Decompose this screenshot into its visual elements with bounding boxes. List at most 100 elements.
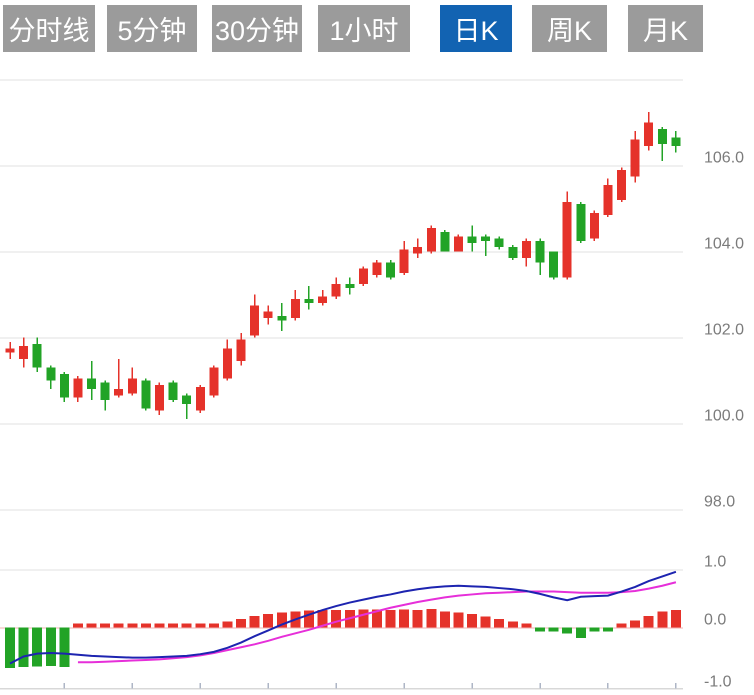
candle-down	[440, 232, 450, 252]
macd-bar-up	[657, 611, 668, 628]
candle-down	[508, 247, 518, 258]
candle-up	[290, 298, 300, 319]
candle-down	[467, 236, 477, 243]
macd-bar-up	[181, 623, 192, 628]
candle-down	[168, 382, 178, 400]
macd-bar-up	[521, 623, 532, 628]
macd-bar-down	[562, 627, 573, 634]
candle-up	[250, 305, 260, 336]
macd-bar-up	[494, 618, 505, 628]
macd-tick-label: 0.0	[704, 612, 726, 629]
candle-down	[535, 240, 545, 263]
candle-up	[19, 346, 29, 359]
candle-up	[222, 348, 232, 379]
macd-bar-up	[630, 620, 641, 628]
candle-down	[481, 236, 491, 241]
price-tick-label: 106.0	[704, 150, 744, 167]
macd-bar-up	[222, 621, 233, 628]
macd-bar-up	[249, 615, 260, 628]
macd-bar-up	[331, 610, 342, 628]
macd-bar-up	[276, 612, 287, 628]
price-axis-labels: 106.0 104.0 102.0 100.0 98.0 1.0 0.0 -1.0	[704, 150, 744, 691]
candle-down	[386, 262, 396, 278]
candle-up	[589, 212, 599, 239]
macd-bar-up	[643, 615, 654, 628]
candle-up	[603, 184, 613, 215]
tab-30min[interactable]: 30分钟	[212, 5, 302, 52]
macd-tick-label: 1.0	[704, 554, 726, 571]
candle-down	[304, 298, 314, 304]
candle-up	[318, 296, 328, 304]
macd-bar-up	[86, 623, 97, 628]
macd-bar-down	[535, 627, 546, 632]
candle-down	[100, 382, 110, 400]
candle-up	[5, 348, 15, 353]
candle-up	[644, 122, 654, 147]
macd-bar-up	[358, 609, 369, 628]
candle-down	[46, 367, 56, 381]
macd-bar-up	[100, 623, 111, 628]
candle-down	[87, 378, 97, 390]
macd-bar-down	[575, 627, 586, 638]
macd-histogram	[5, 608, 681, 669]
macd-bar-up	[127, 623, 138, 628]
macd-bar-down	[18, 627, 29, 667]
candle-up	[236, 339, 246, 362]
candle-up	[358, 268, 368, 284]
price-tick-label: 102.0	[704, 322, 744, 339]
tab-monthly-k[interactable]: 月K	[628, 5, 703, 52]
macd-bar-down	[5, 627, 15, 669]
tab-timeline[interactable]: 分时线	[3, 5, 95, 52]
macd-bar-up	[208, 623, 219, 628]
macd-bar-up	[412, 610, 423, 628]
macd-bar-down	[548, 627, 559, 632]
candle-down	[141, 380, 151, 409]
candle-up	[127, 378, 137, 394]
candle-up	[372, 262, 382, 276]
price-tick-label: 98.0	[704, 494, 735, 511]
macd-tick-label: -1.0	[704, 674, 732, 691]
candle-down	[32, 343, 42, 368]
macd-bar-down	[59, 627, 70, 667]
candle-up	[630, 139, 640, 177]
candle-up	[413, 247, 423, 254]
gridlines	[0, 79, 683, 571]
candle-up	[263, 311, 273, 319]
candle-down	[182, 395, 192, 405]
timeframe-toolbar: 分时线 5分钟 30分钟 1小时 日K 周K 月K	[0, 0, 754, 58]
candle-up	[154, 384, 164, 411]
macd-bar-up	[453, 612, 464, 628]
candles-layer	[5, 111, 681, 420]
tab-weekly-k[interactable]: 周K	[532, 5, 607, 52]
candle-down	[277, 316, 287, 321]
macd-bar-up	[154, 623, 165, 628]
macd-bar-up	[507, 621, 518, 628]
tab-1hour[interactable]: 1小时	[318, 5, 410, 52]
macd-bar-up	[616, 623, 627, 628]
candle-up	[617, 169, 627, 200]
macd-bar-up	[670, 610, 681, 628]
macd-bar-up	[303, 610, 314, 628]
macd-bar-up	[371, 609, 382, 628]
tab-daily-k[interactable]: 日K	[440, 5, 512, 52]
macd-bar-up	[385, 610, 396, 628]
macd-bar-up	[263, 614, 274, 628]
candle-up	[209, 367, 219, 396]
macd-bar-up	[399, 609, 410, 628]
candle-up	[114, 389, 124, 396]
macd-bar-up	[168, 623, 179, 628]
macd-bar-down	[602, 627, 613, 632]
candle-down	[671, 137, 681, 147]
candle-up	[73, 378, 83, 398]
x-axis	[0, 683, 683, 690]
price-tick-label: 104.0	[704, 236, 744, 253]
dea-line	[77, 581, 677, 664]
candle-down	[345, 283, 355, 289]
macd-bar-up	[480, 616, 491, 628]
candle-up	[453, 236, 463, 252]
tab-5min[interactable]: 5分钟	[107, 5, 197, 52]
macd-bar-up	[113, 623, 124, 628]
macd-bar-up	[439, 611, 450, 628]
